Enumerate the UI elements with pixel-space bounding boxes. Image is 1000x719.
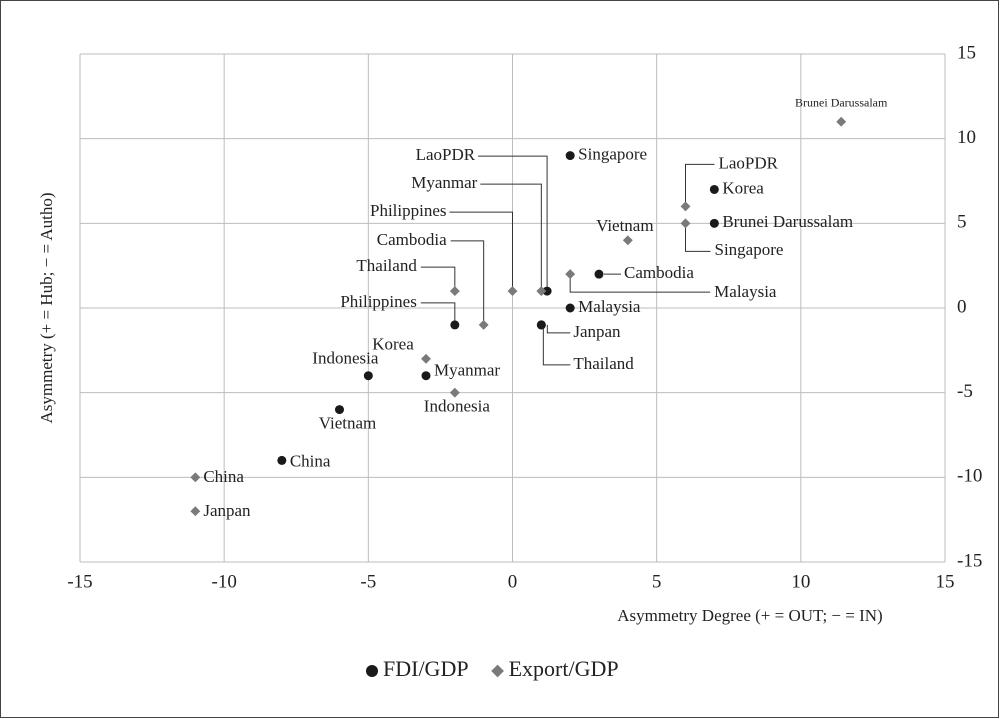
point-label: China <box>290 451 331 470</box>
leader-line <box>450 240 485 325</box>
leader-line <box>569 274 711 293</box>
y-tick-label: -15 <box>957 550 982 571</box>
point-label: Malaysia <box>714 282 777 301</box>
point-label: Thailand <box>573 354 634 373</box>
point-label: Myanmar <box>411 173 477 192</box>
point-label: LaoPDR <box>416 145 476 164</box>
point-label: Myanmar <box>434 361 500 380</box>
point <box>622 235 633 246</box>
x-axis-title: Asymmetry Degree (+ = OUT; − = IN) <box>617 606 882 625</box>
point <box>709 184 719 194</box>
point-label: Philippines <box>370 201 447 220</box>
y-tick-label: 0 <box>957 296 967 317</box>
legend-label: Export/GDP <box>509 656 619 681</box>
point <box>565 303 575 313</box>
point-label: Thailand <box>356 256 417 275</box>
point-label: Malaysia <box>578 297 641 316</box>
point <box>478 319 489 330</box>
point <box>565 151 575 161</box>
y-tick-label: 10 <box>957 127 976 148</box>
point-label: Philippines <box>340 292 417 311</box>
point <box>335 405 344 415</box>
point-label: Indonesia <box>312 349 379 368</box>
point <box>449 387 460 398</box>
point <box>190 472 201 483</box>
point <box>449 286 460 297</box>
point <box>680 201 691 212</box>
point-label: Janpan <box>203 501 251 520</box>
point-label: Singapore <box>715 240 784 259</box>
point-label: Indonesia <box>424 397 491 416</box>
leader-line <box>420 302 456 325</box>
y-tick-label: -5 <box>957 381 973 402</box>
legend-marker <box>366 665 378 677</box>
leader-line <box>685 163 715 207</box>
legend-label: FDI/GDP <box>383 656 469 681</box>
point <box>450 320 460 330</box>
point-label: Janpan <box>573 322 621 341</box>
point <box>709 218 719 228</box>
x-tick-label: 5 <box>652 571 662 592</box>
point <box>680 218 691 229</box>
point <box>565 269 576 280</box>
x-tick-label: 15 <box>936 571 955 592</box>
point-label: LaoPDR <box>719 153 779 172</box>
x-tick-label: -5 <box>360 571 376 592</box>
y-tick-label: -10 <box>957 466 982 487</box>
point-label: Vietnam <box>596 216 654 235</box>
point <box>421 353 431 364</box>
leader-line <box>480 183 542 292</box>
x-tick-label: 10 <box>791 571 810 592</box>
point-label: China <box>203 467 244 486</box>
point <box>190 506 201 517</box>
point-label: Singapore <box>578 145 647 164</box>
y-axis-title: Asymmetry (+ = Hub; − = Autho) <box>37 192 56 423</box>
point-label: Korea <box>722 178 764 197</box>
y-tick-label: 5 <box>957 212 967 233</box>
point-label: Cambodia <box>377 230 447 249</box>
point <box>542 286 552 296</box>
leader-line <box>546 324 571 334</box>
leader-line <box>685 223 711 252</box>
leader-line <box>449 211 513 292</box>
point-label: Vietnam <box>319 414 377 433</box>
leader-line <box>478 155 548 292</box>
point <box>536 320 546 330</box>
point <box>536 286 547 297</box>
leader-line <box>542 324 571 366</box>
point <box>277 455 287 465</box>
leader-line <box>420 266 456 292</box>
point <box>594 269 604 279</box>
y-tick-label: 15 <box>957 42 976 63</box>
point <box>507 286 518 297</box>
point <box>836 116 847 127</box>
point-label: Brunei Darussalam <box>722 212 853 231</box>
x-tick-label: -10 <box>212 571 237 592</box>
x-tick-label: -15 <box>67 571 92 592</box>
point <box>363 371 373 381</box>
point-label: Cambodia <box>624 263 694 282</box>
x-tick-label: 0 <box>508 571 518 592</box>
point-label: Brunei Darussalam <box>795 95 888 109</box>
point <box>421 371 431 381</box>
point-label: Korea <box>372 335 414 354</box>
